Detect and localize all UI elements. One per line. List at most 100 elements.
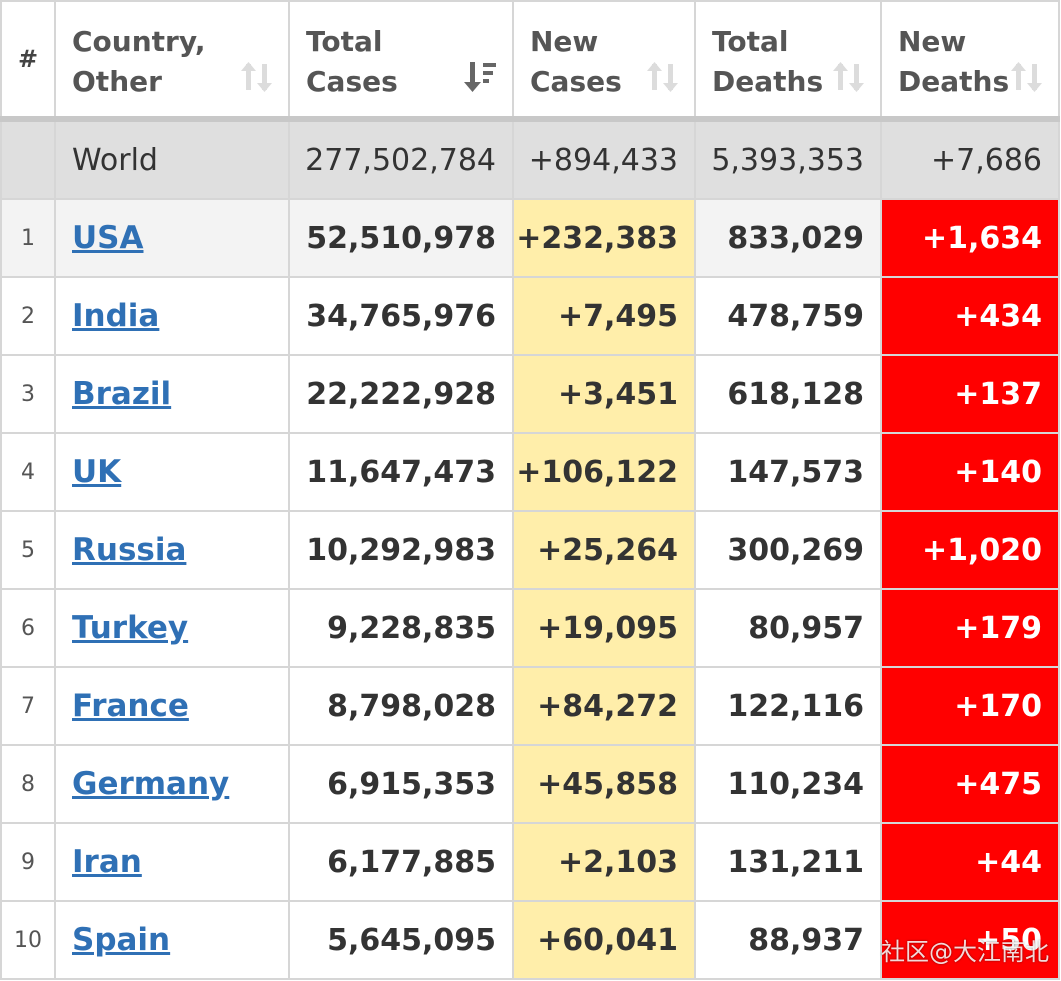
total-cases-cell: 34,765,976 (288, 276, 514, 356)
rank-cell: 7 (0, 666, 56, 746)
country-link[interactable]: Brazil (72, 376, 172, 412)
country-link[interactable]: India (72, 298, 160, 334)
country-link[interactable]: Iran (72, 844, 142, 880)
new-deaths-cell: +137 (880, 354, 1060, 434)
table-body: World 277,502,784 +894,433 5,393,353 +7,… (0, 118, 1060, 980)
header-new-cases-label: New Cases (530, 25, 622, 98)
new-cases-cell: +7,495 (512, 276, 696, 356)
world-total-deaths: 5,393,353 (694, 118, 882, 200)
table-row: 9 Iran 6,177,885 +2,103 131,211 +44 (0, 822, 1060, 902)
total-cases-cell: 22,222,928 (288, 354, 514, 434)
total-cases-cell: 10,292,983 (288, 510, 514, 590)
header-rank[interactable]: # (0, 0, 56, 120)
total-cases-cell: 6,177,885 (288, 822, 514, 902)
table-row: 1 USA 52,510,978 +232,383 833,029 +1,634 (0, 198, 1060, 278)
new-deaths-cell: +44 (880, 822, 1060, 902)
country-cell: Brazil (54, 354, 290, 434)
country-cell: France (54, 666, 290, 746)
country-link[interactable]: Spain (72, 922, 171, 958)
header-total-cases-label: Total Cases (306, 25, 398, 98)
new-deaths-cell: +1,634 (880, 198, 1060, 278)
country-cell: USA (54, 198, 290, 278)
sort-arrows-icon[interactable] (832, 60, 866, 94)
new-cases-cell: +2,103 (512, 822, 696, 902)
country-link[interactable]: UK (72, 454, 122, 490)
total-cases-cell: 6,915,353 (288, 744, 514, 824)
world-new-deaths: +7,686 (880, 118, 1060, 200)
total-deaths-cell: 122,116 (694, 666, 882, 746)
total-deaths-cell: 618,128 (694, 354, 882, 434)
country-link[interactable]: Russia (72, 532, 187, 568)
total-cases-cell: 9,228,835 (288, 588, 514, 668)
country-link[interactable]: Turkey (72, 610, 189, 646)
header-rank-label: # (17, 45, 39, 73)
total-deaths-cell: 833,029 (694, 198, 882, 278)
table-row: 10 Spain 5,645,095 +60,041 88,937 +50 (0, 900, 1060, 980)
new-deaths-cell: +475 (880, 744, 1060, 824)
world-total-cases: 277,502,784 (288, 118, 514, 200)
country-cell: Spain (54, 900, 290, 980)
sort-arrows-icon[interactable] (1010, 60, 1044, 94)
total-cases-cell: 5,645,095 (288, 900, 514, 980)
header-total-deaths-label: Total Deaths (712, 25, 824, 98)
header-total-deaths[interactable]: Total Deaths (694, 0, 882, 120)
world-total-row: World 277,502,784 +894,433 5,393,353 +7,… (0, 118, 1060, 200)
total-cases-cell: 8,798,028 (288, 666, 514, 746)
header-new-deaths-label: New Deaths (898, 25, 1010, 98)
rank-cell: 1 (0, 198, 56, 278)
new-cases-cell: +19,095 (512, 588, 696, 668)
sort-desc-active-icon[interactable] (464, 60, 498, 94)
header-country-label: Country, Other (72, 25, 206, 98)
rank-cell: 10 (0, 900, 56, 980)
total-deaths-cell: 478,759 (694, 276, 882, 356)
new-cases-cell: +3,451 (512, 354, 696, 434)
total-deaths-cell: 80,957 (694, 588, 882, 668)
new-cases-cell: +60,041 (512, 900, 696, 980)
new-cases-cell: +106,122 (512, 432, 696, 512)
total-cases-cell: 52,510,978 (288, 198, 514, 278)
sort-arrows-icon[interactable] (240, 60, 274, 94)
world-new-cases: +894,433 (512, 118, 696, 200)
table-row: 6 Turkey 9,228,835 +19,095 80,957 +179 (0, 588, 1060, 668)
new-deaths-cell: +434 (880, 276, 1060, 356)
world-rank-cell (0, 118, 56, 200)
country-cell: Turkey (54, 588, 290, 668)
header-new-deaths[interactable]: New Deaths (880, 0, 1060, 120)
country-cell: UK (54, 432, 290, 512)
rank-cell: 6 (0, 588, 56, 668)
header-new-cases[interactable]: New Cases (512, 0, 696, 120)
new-deaths-cell: +170 (880, 666, 1060, 746)
total-deaths-cell: 300,269 (694, 510, 882, 590)
new-deaths-cell: +1,020 (880, 510, 1060, 590)
rank-cell: 2 (0, 276, 56, 356)
new-cases-cell: +45,858 (512, 744, 696, 824)
new-cases-cell: +25,264 (512, 510, 696, 590)
rank-cell: 5 (0, 510, 56, 590)
header-total-cases[interactable]: Total Cases (288, 0, 514, 120)
country-link[interactable]: France (72, 688, 189, 724)
rank-cell: 4 (0, 432, 56, 512)
rank-cell: 9 (0, 822, 56, 902)
country-cell: Iran (54, 822, 290, 902)
rank-cell: 8 (0, 744, 56, 824)
sort-arrows-icon[interactable] (646, 60, 680, 94)
country-cell: Russia (54, 510, 290, 590)
new-deaths-cell: +179 (880, 588, 1060, 668)
table-row: 5 Russia 10,292,983 +25,264 300,269 +1,020 (0, 510, 1060, 590)
new-cases-cell: +232,383 (512, 198, 696, 278)
country-link[interactable]: USA (72, 220, 144, 256)
table-row: 4 UK 11,647,473 +106,122 147,573 +140 (0, 432, 1060, 512)
table-header: # Country, Other Total Cases New Cases Tota… (0, 0, 1060, 120)
table-row: 2 India 34,765,976 +7,495 478,759 +434 (0, 276, 1060, 356)
country-link[interactable]: Germany (72, 766, 230, 802)
table-row: 3 Brazil 22,222,928 +3,451 618,128 +137 (0, 354, 1060, 434)
total-deaths-cell: 88,937 (694, 900, 882, 980)
new-cases-cell: +84,272 (512, 666, 696, 746)
new-deaths-cell: +140 (880, 432, 1060, 512)
world-name: World (54, 118, 290, 200)
country-cell: Germany (54, 744, 290, 824)
new-deaths-cell: +50 (880, 900, 1060, 980)
total-deaths-cell: 110,234 (694, 744, 882, 824)
header-country[interactable]: Country, Other (54, 0, 290, 120)
